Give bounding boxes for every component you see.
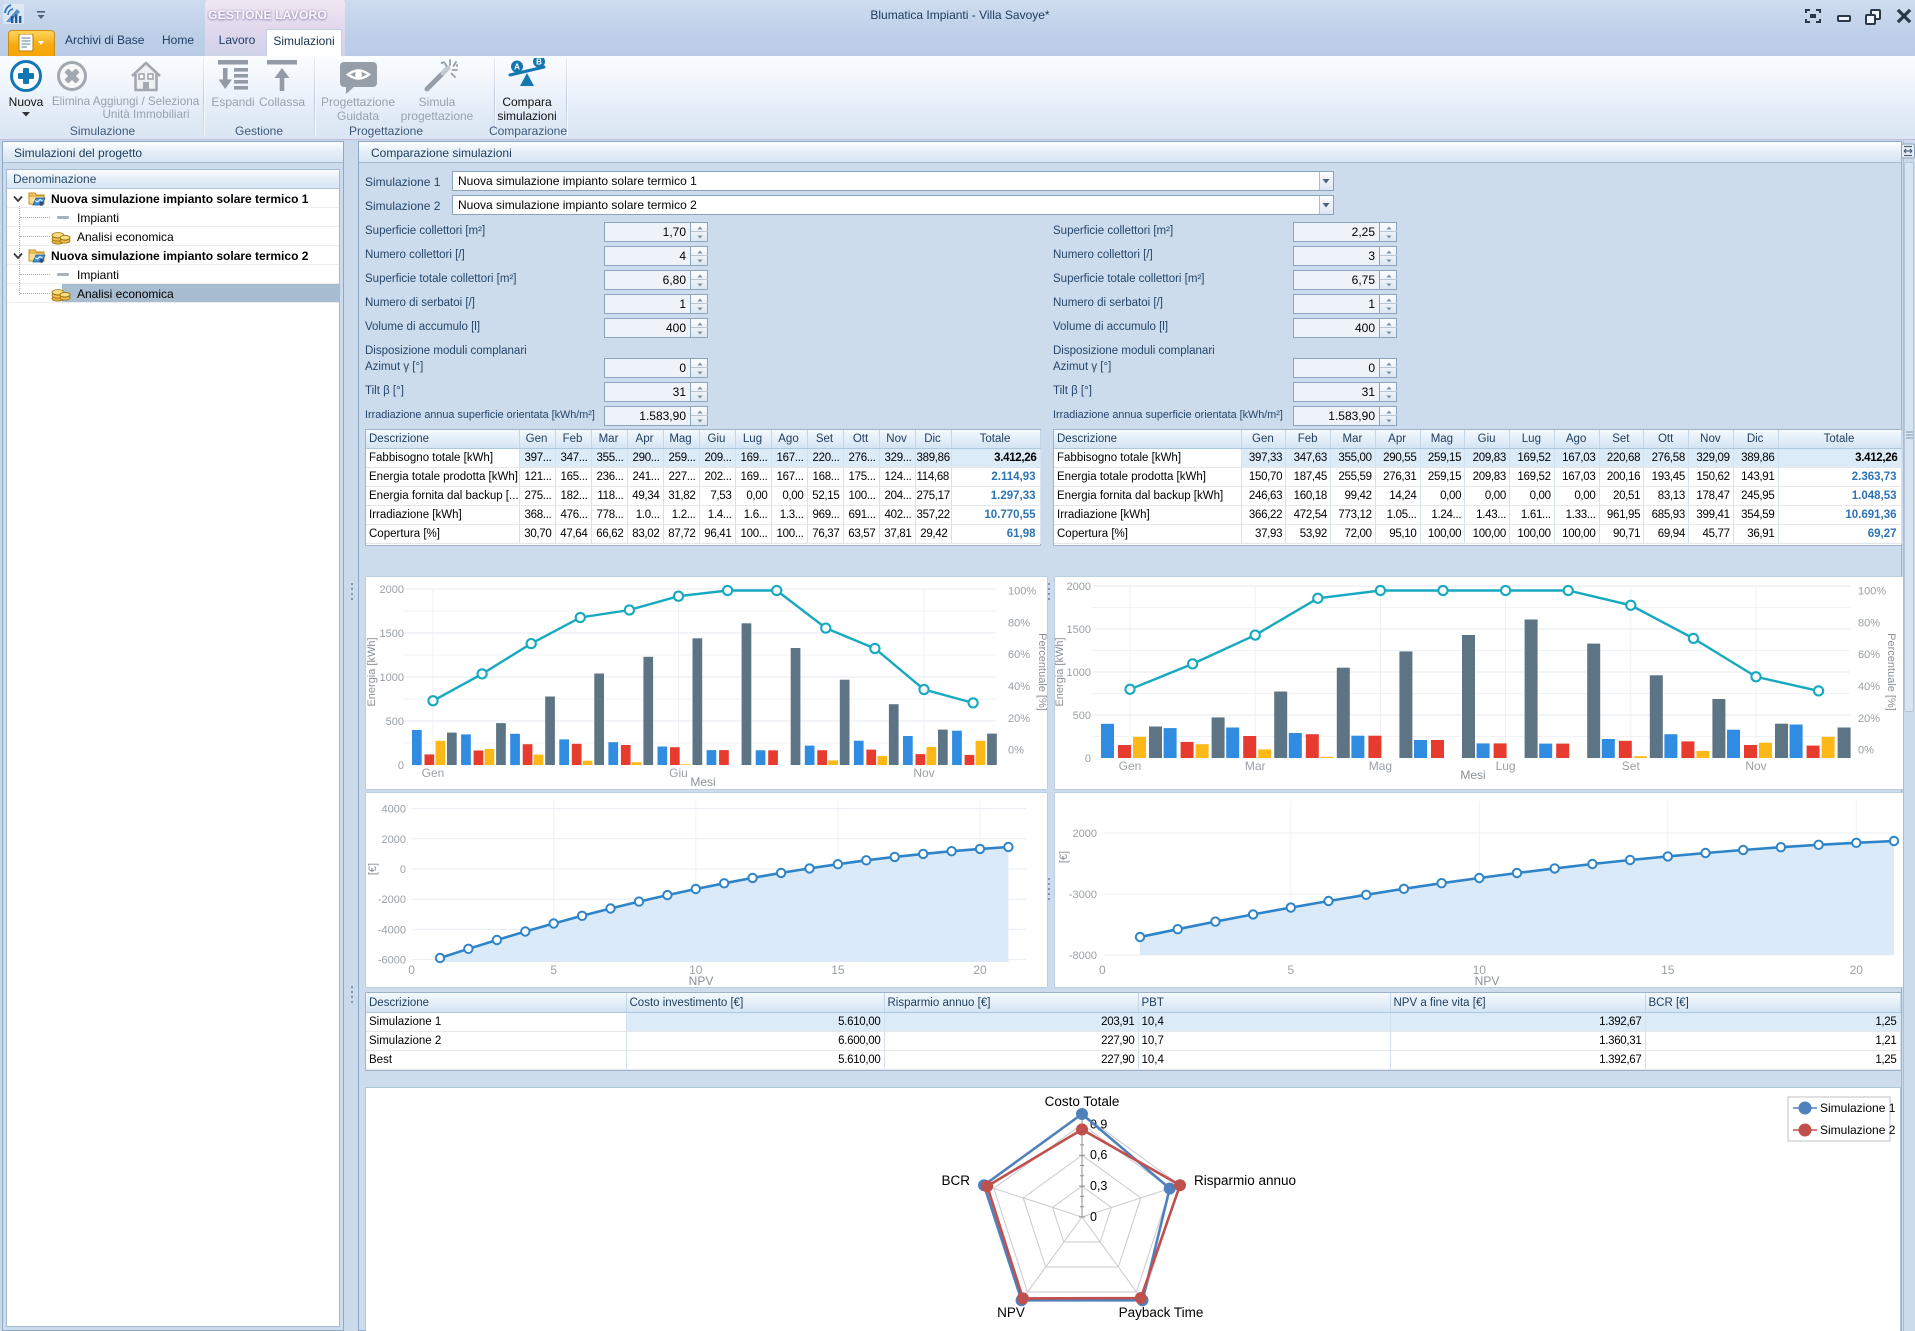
svg-text:40%: 40% [1858,681,1880,693]
svg-text:40%: 40% [1008,681,1030,693]
svg-text:2000: 2000 [1067,581,1091,593]
svg-text:10: 10 [1473,963,1487,977]
svg-text:Mar: Mar [1245,759,1266,773]
svg-text:5: 5 [550,963,557,977]
svg-text:80%: 80% [1858,617,1880,629]
svg-text:Risparmio annuo: Risparmio annuo [1194,1173,1296,1188]
svg-text:0: 0 [398,760,404,772]
svg-text:Simulazione 1: Simulazione 1 [1820,1101,1896,1115]
svg-text:B: B [536,58,542,66]
svg-text:Mesi: Mesi [1460,768,1485,782]
svg-text:0%: 0% [1008,745,1024,757]
svg-text:Energia [kWh]: Energia [kWh] [1054,637,1066,706]
svg-text:Payback Time: Payback Time [1119,1305,1204,1320]
svg-text:500: 500 [1073,710,1091,722]
svg-text:Gen: Gen [422,766,445,780]
svg-text:100%: 100% [1858,586,1886,598]
svg-text:10: 10 [689,963,703,977]
svg-text:Mag: Mag [1369,759,1392,773]
svg-text:Nov: Nov [913,766,934,780]
svg-text:NPV: NPV [997,1305,1025,1320]
svg-text:4000: 4000 [382,804,406,816]
svg-text:0,9: 0,9 [1090,1117,1107,1131]
svg-text:-2000: -2000 [378,894,406,906]
svg-text:0: 0 [1090,1210,1097,1224]
svg-text:0,3: 0,3 [1090,1179,1107,1193]
svg-text:Nov: Nov [1745,759,1766,773]
svg-text:0: 0 [400,864,406,876]
svg-text:Simulazione 2: Simulazione 2 [1820,1123,1896,1137]
svg-text:Energia [kWh]: Energia [kWh] [366,637,378,706]
svg-text:A: A [514,62,520,71]
svg-text:100%: 100% [1008,586,1036,598]
svg-text:0: 0 [1085,753,1091,765]
svg-text:2000: 2000 [1073,828,1097,840]
svg-text:500: 500 [386,716,404,728]
svg-text:0%: 0% [1858,745,1874,757]
svg-text:60%: 60% [1858,649,1880,661]
svg-text:2000: 2000 [380,584,404,596]
svg-text:5: 5 [1287,963,1294,977]
svg-text:-8000: -8000 [1069,950,1097,962]
svg-text:0,6: 0,6 [1090,1148,1107,1162]
svg-text:Lug: Lug [1496,759,1516,773]
svg-text:NPV: NPV [689,974,714,988]
svg-text:20: 20 [1850,963,1864,977]
svg-text:[€]: [€] [1058,851,1070,863]
svg-text:Giu: Giu [669,766,688,780]
svg-text:Gen: Gen [1119,759,1142,773]
svg-text:Costo Totale: Costo Totale [1045,1094,1120,1109]
svg-text:80%: 80% [1008,617,1030,629]
svg-text:1000: 1000 [1067,667,1091,679]
svg-text:20%: 20% [1008,713,1030,725]
svg-text:[€]: [€] [367,863,379,875]
svg-text:20: 20 [973,963,987,977]
svg-text:Set: Set [1622,759,1641,773]
svg-text:-4000: -4000 [378,924,406,936]
svg-text:1500: 1500 [1067,624,1091,636]
svg-text:60%: 60% [1008,649,1030,661]
svg-text:BCR: BCR [941,1173,970,1188]
svg-text:NPV: NPV [1475,974,1500,988]
svg-text:0: 0 [1099,963,1106,977]
svg-text:-6000: -6000 [378,955,406,967]
svg-text:1500: 1500 [380,628,404,640]
svg-text:Percentuale [%]: Percentuale [%] [1036,633,1048,711]
svg-text:15: 15 [1661,963,1675,977]
svg-text:2000: 2000 [382,834,406,846]
svg-text:Percentuale [%]: Percentuale [%] [1885,633,1897,711]
svg-text:1000: 1000 [380,672,404,684]
svg-text:0: 0 [408,963,415,977]
svg-text:Mesi: Mesi [690,775,715,789]
svg-text:15: 15 [831,963,845,977]
svg-text:-3000: -3000 [1069,889,1097,901]
svg-text:20%: 20% [1858,713,1880,725]
